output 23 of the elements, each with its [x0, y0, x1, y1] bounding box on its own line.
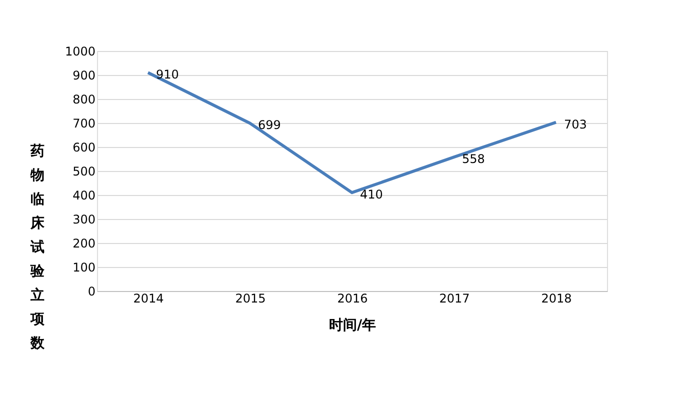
y-tick-label: 800 [72, 92, 96, 106]
y-tick-label: 400 [72, 188, 96, 202]
data-label: 910 [156, 68, 179, 82]
y-tick-label: 700 [72, 116, 96, 130]
x-tick-label: 2018 [541, 292, 572, 306]
x-tick-label: 2014 [133, 292, 164, 306]
y-tick-label: 100 [72, 260, 96, 274]
y-tick-label: 1000 [64, 44, 96, 58]
y-tick-label: 500 [72, 164, 96, 178]
data-label: 699 [258, 118, 281, 132]
text: 药物临床试验立项数 [30, 144, 44, 352]
y-tick-label: 0 [88, 284, 96, 298]
data-label: 703 [564, 117, 587, 132]
x-tick-label: 2016 [337, 292, 368, 306]
x-tick-label: 2017 [439, 292, 470, 306]
x-tick-label: 2015 [235, 292, 266, 306]
y-tick-label: 900 [72, 68, 96, 82]
y-tick-label: 300 [72, 212, 96, 226]
data-label: 410 [360, 188, 383, 202]
data-label: 558 [462, 152, 485, 166]
x-axis-title: 时间/年 [328, 318, 376, 334]
y-tick-label: 600 [72, 140, 96, 154]
y-tick-label: 200 [72, 236, 96, 250]
